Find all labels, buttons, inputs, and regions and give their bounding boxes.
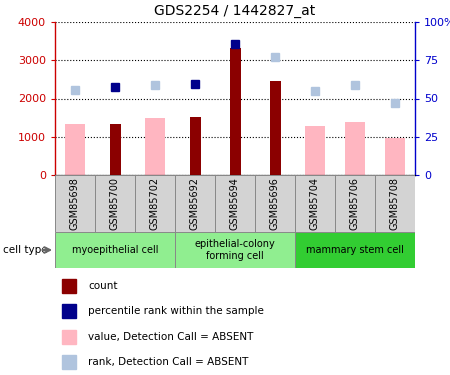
Bar: [375, 175, 415, 232]
Bar: [109, 124, 121, 175]
Bar: [270, 81, 280, 175]
Bar: [345, 122, 365, 175]
Bar: [55, 232, 175, 268]
Text: GSM85692: GSM85692: [190, 177, 200, 230]
Text: GSM85696: GSM85696: [270, 177, 280, 230]
Bar: [295, 232, 415, 268]
Bar: [95, 175, 135, 232]
Bar: [55, 175, 95, 232]
Bar: [295, 175, 335, 232]
Bar: [385, 138, 405, 175]
Text: epithelial-colony
forming cell: epithelial-colony forming cell: [194, 239, 275, 261]
Text: GSM85704: GSM85704: [310, 177, 320, 230]
Bar: [255, 175, 295, 232]
Bar: [305, 126, 325, 175]
Bar: [335, 175, 375, 232]
Text: GSM85702: GSM85702: [150, 177, 160, 230]
Bar: [135, 175, 175, 232]
Text: rank, Detection Call = ABSENT: rank, Detection Call = ABSENT: [88, 357, 249, 367]
Text: cell type: cell type: [3, 245, 47, 255]
Text: mammary stem cell: mammary stem cell: [306, 245, 404, 255]
Text: count: count: [88, 281, 118, 291]
Text: GSM85698: GSM85698: [70, 177, 80, 230]
Text: myoepithelial cell: myoepithelial cell: [72, 245, 158, 255]
Bar: [175, 232, 295, 268]
Bar: [145, 118, 165, 175]
Bar: [230, 48, 240, 175]
Bar: [62, 356, 76, 369]
Bar: [215, 175, 255, 232]
Text: GSM85708: GSM85708: [390, 177, 400, 230]
Text: value, Detection Call = ABSENT: value, Detection Call = ABSENT: [88, 332, 254, 342]
Bar: [65, 124, 85, 175]
Text: GSM85694: GSM85694: [230, 177, 240, 230]
Bar: [62, 304, 76, 318]
Bar: [189, 117, 201, 175]
Title: GDS2254 / 1442827_at: GDS2254 / 1442827_at: [154, 4, 315, 18]
Bar: [62, 330, 76, 344]
Bar: [175, 175, 215, 232]
Text: GSM85706: GSM85706: [350, 177, 360, 230]
Text: GSM85700: GSM85700: [110, 177, 120, 230]
Bar: [62, 279, 76, 292]
Text: percentile rank within the sample: percentile rank within the sample: [88, 306, 264, 316]
